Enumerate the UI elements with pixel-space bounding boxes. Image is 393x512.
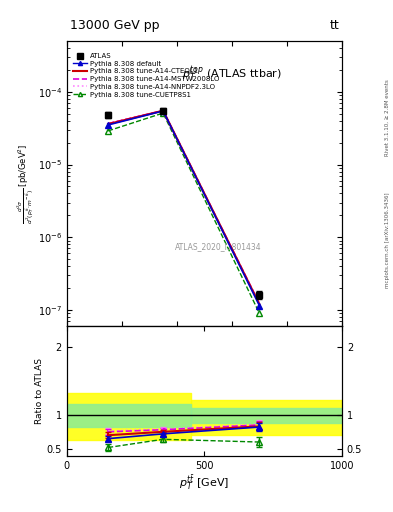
Y-axis label: $\frac{d^2\sigma}{d^2(p_T^{t\bar{t}}\!\cdot\! m^{-t\bar{t}})}$ [pb/GeV$^2$]: $\frac{d^2\sigma}{d^2(p_T^{t\bar{t}}\!\c… bbox=[15, 143, 37, 224]
Text: $p_T^{top}$ (ATLAS ttbar): $p_T^{top}$ (ATLAS ttbar) bbox=[182, 64, 282, 83]
Text: 13000 GeV pp: 13000 GeV pp bbox=[70, 19, 159, 32]
Text: tt: tt bbox=[329, 19, 339, 32]
Text: ATLAS_2020_I1801434: ATLAS_2020_I1801434 bbox=[175, 242, 261, 251]
Y-axis label: Ratio to ATLAS: Ratio to ATLAS bbox=[35, 358, 44, 424]
Text: mcplots.cern.ch [arXiv:1306.3436]: mcplots.cern.ch [arXiv:1306.3436] bbox=[385, 193, 390, 288]
X-axis label: $p_T^{t\bar{t}}$ [GeV]: $p_T^{t\bar{t}}$ [GeV] bbox=[179, 473, 230, 492]
Legend: ATLAS, Pythia 8.308 default, Pythia 8.308 tune-A14-CTEQL1, Pythia 8.308 tune-A14: ATLAS, Pythia 8.308 default, Pythia 8.30… bbox=[73, 53, 219, 98]
Text: Rivet 3.1.10, ≥ 2.8M events: Rivet 3.1.10, ≥ 2.8M events bbox=[385, 79, 390, 156]
